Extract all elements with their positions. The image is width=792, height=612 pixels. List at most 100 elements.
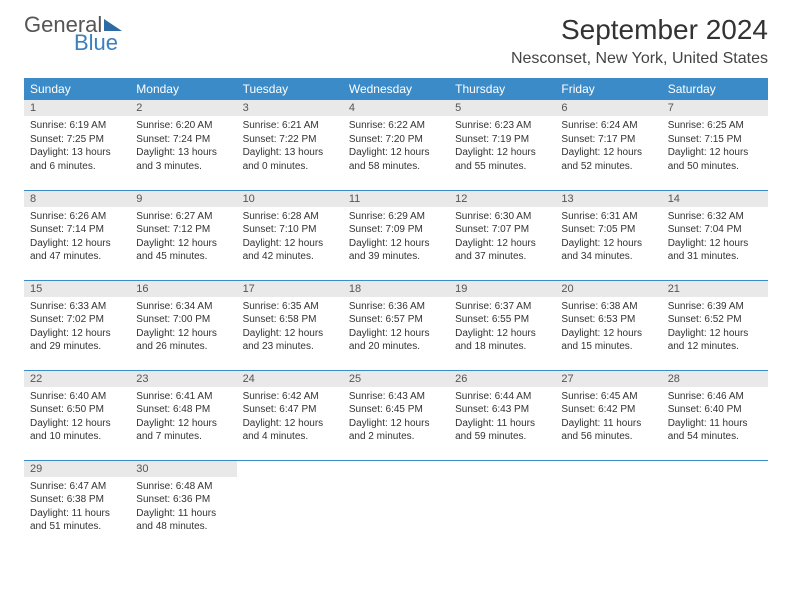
sunrise-line: Sunrise: 6:36 AM [349, 300, 443, 314]
logo-line2: Blue [74, 32, 122, 54]
day-cell: 6Sunrise: 6:24 AMSunset: 7:17 PMDaylight… [555, 100, 661, 190]
day-number: 14 [662, 191, 768, 207]
daylight-line: and 55 minutes. [455, 160, 549, 174]
daylight-line: and 12 minutes. [668, 340, 762, 354]
sunrise-line: Sunrise: 6:46 AM [668, 390, 762, 404]
day-cell: 5Sunrise: 6:23 AMSunset: 7:19 PMDaylight… [449, 100, 555, 190]
day-body: Sunrise: 6:34 AMSunset: 7:00 PMDaylight:… [130, 297, 236, 360]
daylight-line: Daylight: 12 hours [243, 327, 337, 341]
day-cell [343, 460, 449, 550]
day-number: 10 [237, 191, 343, 207]
sunrise-line: Sunrise: 6:29 AM [349, 210, 443, 224]
sunrise-line: Sunrise: 6:30 AM [455, 210, 549, 224]
sunset-line: Sunset: 6:53 PM [561, 313, 655, 327]
day-header-row: Sunday Monday Tuesday Wednesday Thursday… [24, 78, 768, 100]
daylight-line: and 2 minutes. [349, 430, 443, 444]
sunset-line: Sunset: 6:57 PM [349, 313, 443, 327]
day-cell: 15Sunrise: 6:33 AMSunset: 7:02 PMDayligh… [24, 280, 130, 370]
sunrise-line: Sunrise: 6:34 AM [136, 300, 230, 314]
daylight-line: Daylight: 12 hours [561, 327, 655, 341]
day-number: 27 [555, 371, 661, 387]
day-header: Thursday [449, 78, 555, 100]
day-cell: 29Sunrise: 6:47 AMSunset: 6:38 PMDayligh… [24, 460, 130, 550]
daylight-line: and 7 minutes. [136, 430, 230, 444]
daylight-line: Daylight: 11 hours [561, 417, 655, 431]
daylight-line: Daylight: 11 hours [455, 417, 549, 431]
daylight-line: Daylight: 12 hours [136, 417, 230, 431]
daylight-line: and 31 minutes. [668, 250, 762, 264]
day-cell [237, 460, 343, 550]
sunset-line: Sunset: 6:45 PM [349, 403, 443, 417]
day-body: Sunrise: 6:28 AMSunset: 7:10 PMDaylight:… [237, 207, 343, 270]
day-number: 16 [130, 281, 236, 297]
day-cell: 21Sunrise: 6:39 AMSunset: 6:52 PMDayligh… [662, 280, 768, 370]
sunrise-line: Sunrise: 6:23 AM [455, 119, 549, 133]
day-body: Sunrise: 6:48 AMSunset: 6:36 PMDaylight:… [130, 477, 236, 540]
sunrise-line: Sunrise: 6:41 AM [136, 390, 230, 404]
daylight-line: and 29 minutes. [30, 340, 124, 354]
daylight-line: Daylight: 13 hours [136, 146, 230, 160]
daylight-line: and 10 minutes. [30, 430, 124, 444]
day-cell: 9Sunrise: 6:27 AMSunset: 7:12 PMDaylight… [130, 190, 236, 280]
day-cell: 28Sunrise: 6:46 AMSunset: 6:40 PMDayligh… [662, 370, 768, 460]
day-number: 28 [662, 371, 768, 387]
daylight-line: and 51 minutes. [30, 520, 124, 534]
day-number: 12 [449, 191, 555, 207]
sunset-line: Sunset: 7:12 PM [136, 223, 230, 237]
daylight-line: and 58 minutes. [349, 160, 443, 174]
daylight-line: Daylight: 12 hours [455, 327, 549, 341]
day-cell: 18Sunrise: 6:36 AMSunset: 6:57 PMDayligh… [343, 280, 449, 370]
week-row: 29Sunrise: 6:47 AMSunset: 6:38 PMDayligh… [24, 460, 768, 550]
day-body: Sunrise: 6:35 AMSunset: 6:58 PMDaylight:… [237, 297, 343, 360]
daylight-line: Daylight: 12 hours [30, 417, 124, 431]
daylight-line: Daylight: 12 hours [243, 237, 337, 251]
day-body: Sunrise: 6:43 AMSunset: 6:45 PMDaylight:… [343, 387, 449, 450]
sunset-line: Sunset: 7:15 PM [668, 133, 762, 147]
day-number: 24 [237, 371, 343, 387]
sunrise-line: Sunrise: 6:38 AM [561, 300, 655, 314]
day-cell [662, 460, 768, 550]
daylight-line: and 56 minutes. [561, 430, 655, 444]
sunrise-line: Sunrise: 6:25 AM [668, 119, 762, 133]
daylight-line: and 23 minutes. [243, 340, 337, 354]
day-body: Sunrise: 6:21 AMSunset: 7:22 PMDaylight:… [237, 116, 343, 179]
day-number: 2 [130, 100, 236, 116]
day-header: Sunday [24, 78, 130, 100]
day-number: 25 [343, 371, 449, 387]
day-header: Saturday [662, 78, 768, 100]
day-cell: 23Sunrise: 6:41 AMSunset: 6:48 PMDayligh… [130, 370, 236, 460]
sunrise-line: Sunrise: 6:45 AM [561, 390, 655, 404]
sunset-line: Sunset: 7:10 PM [243, 223, 337, 237]
calendar-table: Sunday Monday Tuesday Wednesday Thursday… [24, 78, 768, 550]
daylight-line: Daylight: 12 hours [561, 237, 655, 251]
day-cell: 22Sunrise: 6:40 AMSunset: 6:50 PMDayligh… [24, 370, 130, 460]
sunrise-line: Sunrise: 6:39 AM [668, 300, 762, 314]
day-cell: 14Sunrise: 6:32 AMSunset: 7:04 PMDayligh… [662, 190, 768, 280]
day-number: 18 [343, 281, 449, 297]
day-body: Sunrise: 6:26 AMSunset: 7:14 PMDaylight:… [24, 207, 130, 270]
day-number: 26 [449, 371, 555, 387]
sunset-line: Sunset: 6:47 PM [243, 403, 337, 417]
sunset-line: Sunset: 7:02 PM [30, 313, 124, 327]
sunset-line: Sunset: 7:14 PM [30, 223, 124, 237]
daylight-line: Daylight: 12 hours [668, 237, 762, 251]
day-number: 21 [662, 281, 768, 297]
day-cell: 4Sunrise: 6:22 AMSunset: 7:20 PMDaylight… [343, 100, 449, 190]
day-body: Sunrise: 6:30 AMSunset: 7:07 PMDaylight:… [449, 207, 555, 270]
day-number: 1 [24, 100, 130, 116]
daylight-line: Daylight: 12 hours [668, 146, 762, 160]
sunset-line: Sunset: 6:52 PM [668, 313, 762, 327]
sunset-line: Sunset: 7:09 PM [349, 223, 443, 237]
sunrise-line: Sunrise: 6:27 AM [136, 210, 230, 224]
day-cell: 11Sunrise: 6:29 AMSunset: 7:09 PMDayligh… [343, 190, 449, 280]
sunrise-line: Sunrise: 6:40 AM [30, 390, 124, 404]
daylight-line: Daylight: 12 hours [561, 146, 655, 160]
day-cell: 2Sunrise: 6:20 AMSunset: 7:24 PMDaylight… [130, 100, 236, 190]
daylight-line: and 59 minutes. [455, 430, 549, 444]
sunset-line: Sunset: 7:05 PM [561, 223, 655, 237]
day-body: Sunrise: 6:38 AMSunset: 6:53 PMDaylight:… [555, 297, 661, 360]
day-number: 11 [343, 191, 449, 207]
daylight-line: Daylight: 12 hours [455, 237, 549, 251]
daylight-line: Daylight: 11 hours [30, 507, 124, 521]
sunset-line: Sunset: 6:48 PM [136, 403, 230, 417]
